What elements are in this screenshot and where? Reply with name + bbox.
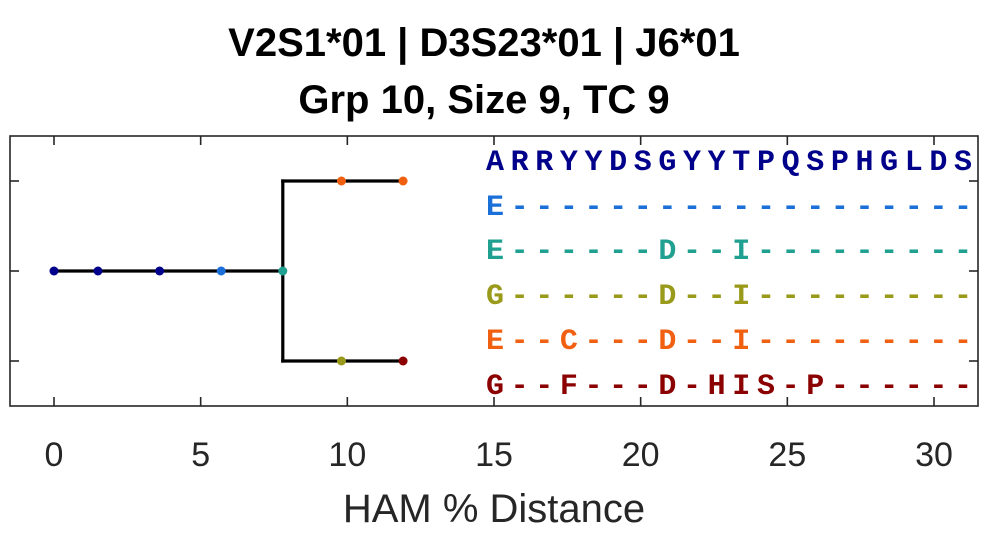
x-tick-label: 25 <box>768 436 806 474</box>
tree-nodes <box>49 176 408 366</box>
chart-title-line2: Grp 10, Size 9, TC 9 <box>298 78 669 122</box>
sequence-row: E------------------- <box>486 191 972 225</box>
x-axis-label: HAM % Distance <box>343 487 645 531</box>
x-tick-label: 15 <box>475 436 513 474</box>
tree-node <box>336 356 346 366</box>
tree-edges <box>52 179 405 363</box>
x-tick-labels: 0 5 10 15 20 25 30 <box>45 436 953 474</box>
axis-ticks <box>10 136 978 406</box>
x-tick-label: 5 <box>191 436 210 474</box>
x-tick-label: 20 <box>622 436 660 474</box>
sequence-row: E--C---D--I--------- <box>486 325 972 359</box>
tree-node <box>155 266 165 276</box>
sequence-row: E------D--I--------- <box>486 235 972 269</box>
x-tick-label: 30 <box>915 436 953 474</box>
chart-title-line1: V2S1*01 | D3S23*01 | J6*01 <box>228 21 740 65</box>
tree-node <box>398 356 408 366</box>
x-tick-label: 0 <box>45 436 64 474</box>
sequence-row: G------D--I--------- <box>486 280 972 314</box>
tree-node <box>49 266 59 276</box>
tree-node <box>278 266 288 276</box>
tree-node <box>336 176 346 186</box>
tree-node <box>398 176 408 186</box>
tree-node <box>216 266 226 276</box>
sequence-alignment: ARRYYDSGYYTPQSPHGLDS E-------------------… <box>486 146 972 404</box>
tree-node <box>93 266 103 276</box>
x-tick-label: 10 <box>328 436 366 474</box>
sequence-row: G--F---D-HIS-P------ <box>486 370 972 404</box>
sequence-row: ARRYYDSGYYTPQSPHGLDS <box>486 146 972 180</box>
